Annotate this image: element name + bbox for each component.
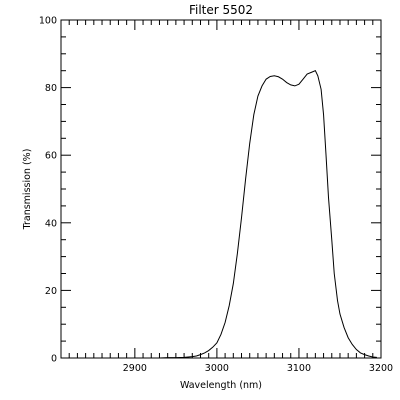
plot-frame <box>60 19 382 359</box>
y-tick-label: 40 <box>45 218 57 229</box>
x-axis-label: Wavelength (nm) <box>180 380 262 391</box>
y-tick-label: 100 <box>39 16 57 27</box>
chart-title: Filter 5502 <box>189 3 253 17</box>
x-tick-label: 3200 <box>369 363 393 374</box>
axis-ticks <box>60 19 382 359</box>
y-tick-label: 80 <box>45 83 57 94</box>
y-tick-label: 0 <box>51 354 57 365</box>
x-tick-label: 3100 <box>287 363 311 374</box>
transmission-curve <box>159 70 377 359</box>
y-tick-label: 20 <box>45 286 57 297</box>
y-tick-label: 60 <box>45 151 57 162</box>
x-tick-label: 2900 <box>123 363 147 374</box>
y-axis-label: Transmission (%) <box>22 149 33 231</box>
x-tick-label: 3000 <box>205 363 229 374</box>
tick-labels: 2900 3000 3100 3200 0 20 40 60 80 100 <box>39 16 393 375</box>
